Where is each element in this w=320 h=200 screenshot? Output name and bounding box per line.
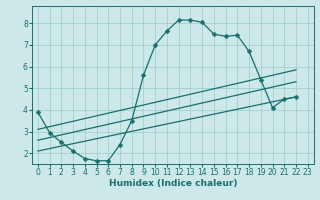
X-axis label: Humidex (Indice chaleur): Humidex (Indice chaleur) bbox=[108, 179, 237, 188]
